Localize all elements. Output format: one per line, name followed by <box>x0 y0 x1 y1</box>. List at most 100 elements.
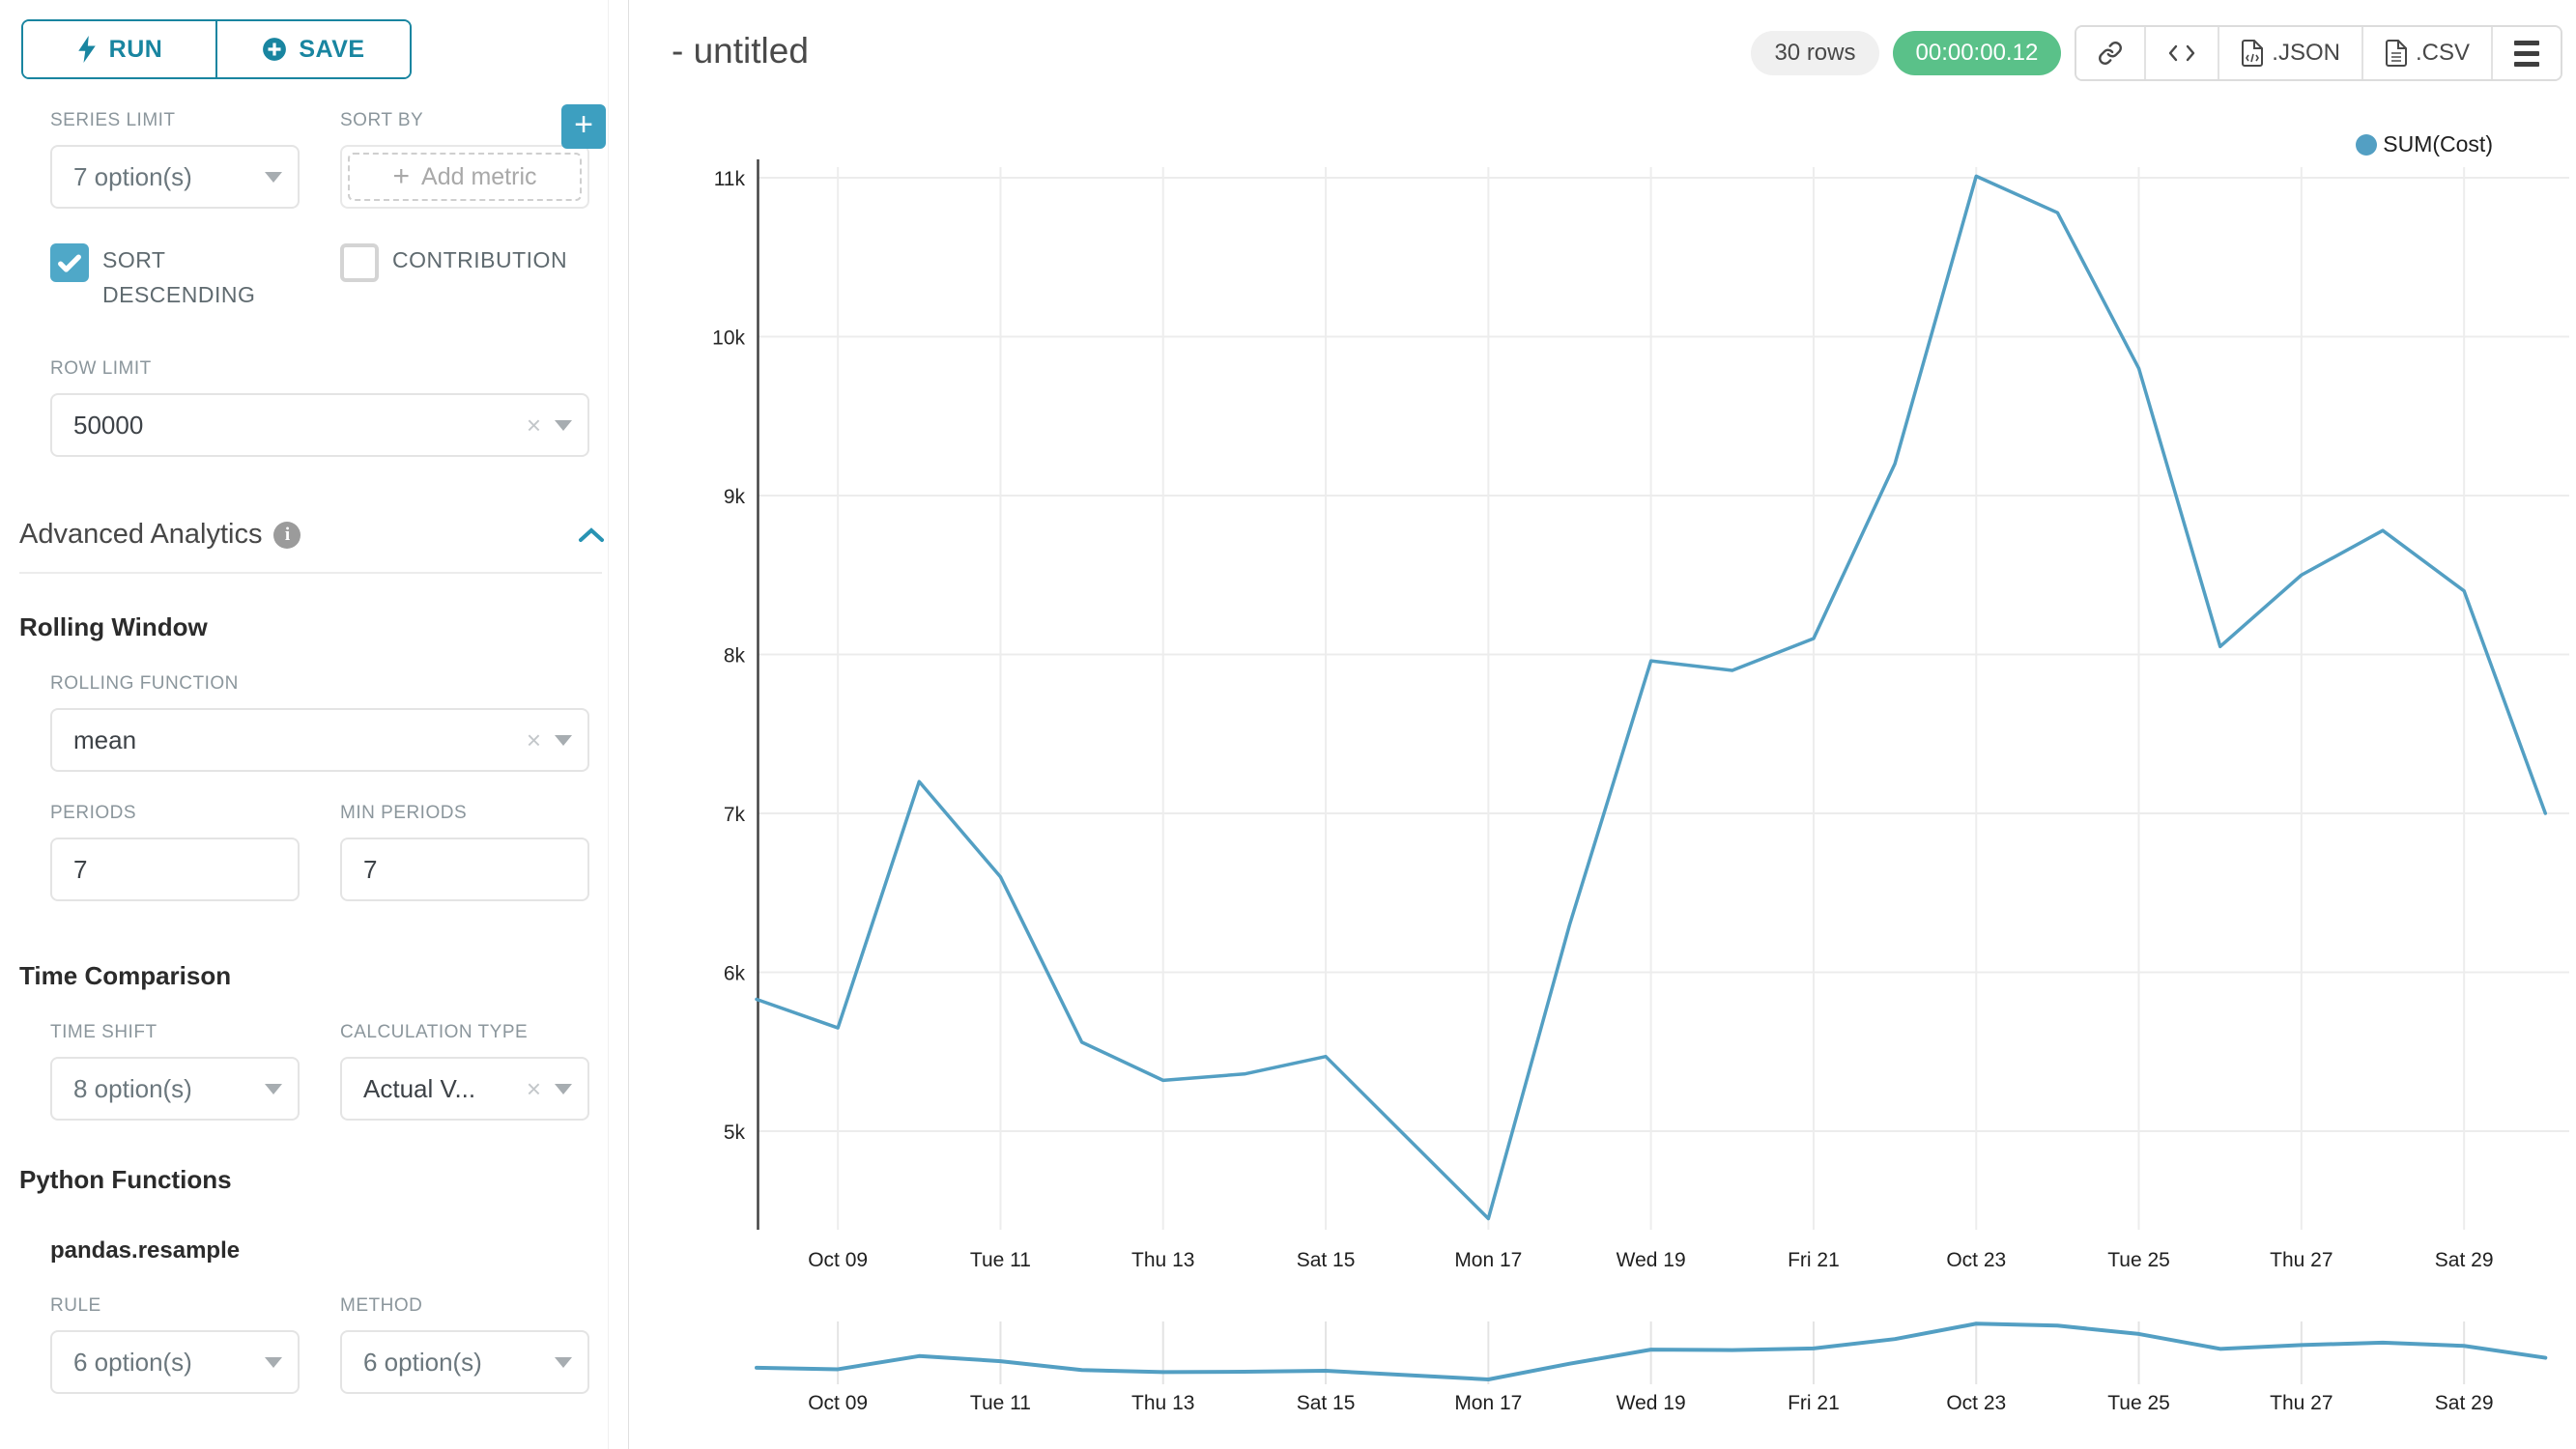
mini-preview-line[interactable] <box>755 1321 2548 1381</box>
advanced-analytics-header[interactable]: Advanced Analytics i <box>19 519 606 551</box>
y-axis-tick-label: 6k <box>724 963 746 985</box>
periods-value: 7 <box>73 854 88 884</box>
rolling-function-label: ROLLING FUNCTION <box>50 673 239 695</box>
chart-legend[interactable]: SUM(Cost) <box>2356 131 2493 157</box>
run-save-button-group: RUN SAVE <box>21 19 412 79</box>
mini-x-axis-tick-label: Fri 21 <box>1788 1392 1840 1414</box>
clear-icon[interactable]: × <box>526 1073 541 1103</box>
line-chart[interactable]: 5k 6k 7k 8k 9k 10k 11k Oct 09 Oct 09 Tue 11 Tue 11… <box>630 0 2576 1449</box>
json-file-icon <box>2242 40 2264 67</box>
x-axis-tick-label: Tue 11 <box>970 1249 1031 1271</box>
sort-descending-checkbox[interactable]: SORT DESCENDING <box>50 243 340 312</box>
mini-x-axis-tick-label: Tue 11 <box>970 1392 1031 1414</box>
x-axis-tick-label: Oct 23 <box>1946 1249 2006 1271</box>
row-count-badge: 30 rows <box>1751 31 1879 75</box>
rolling-window-title: Rolling Window <box>19 612 208 642</box>
method-label: METHOD <box>340 1295 423 1317</box>
python-functions-title: Python Functions <box>19 1165 232 1195</box>
chevron-down-icon <box>265 171 282 183</box>
y-axis-tick-label: 10k <box>712 327 745 350</box>
method-value: 6 option(s) <box>363 1347 482 1377</box>
json-button-label: .JSON <box>2272 40 2340 66</box>
row-limit-label: ROW LIMIT <box>50 358 152 380</box>
min-periods-value: 7 <box>363 854 378 884</box>
share-link-button[interactable] <box>2076 27 2145 79</box>
x-axis-tick-label: Fri 21 <box>1788 1249 1840 1271</box>
add-sort-metric-plus-button[interactable]: + <box>561 104 606 149</box>
series-line-sum-cost[interactable] <box>755 174 2548 1221</box>
export-button-group: .JSON .CSV <box>2075 25 2562 81</box>
clear-icon[interactable]: × <box>526 410 541 440</box>
min-periods-input[interactable]: 7 <box>340 838 589 902</box>
contribution-checkbox[interactable]: CONTRIBUTION <box>340 243 567 312</box>
x-axis-tick-label: Tue 25 <box>2107 1249 2170 1271</box>
section-divider <box>19 572 602 575</box>
legend-series-dot <box>2356 133 2378 156</box>
checkbox-unchecked-icon <box>340 243 379 282</box>
run-button[interactable]: RUN <box>23 21 215 77</box>
mini-x-axis-tick-label: Thu 27 <box>2270 1392 2333 1414</box>
clear-icon[interactable]: × <box>526 724 541 754</box>
mini-x-axis-tick-label: Oct 09 <box>808 1392 868 1414</box>
save-button[interactable]: SAVE <box>215 21 410 77</box>
calculation-type-value: Actual V... <box>363 1073 476 1103</box>
y-axis-tick-label: 8k <box>724 645 746 668</box>
csv-button-label: .CSV <box>2415 40 2470 66</box>
method-select[interactable]: 6 option(s) <box>340 1330 589 1395</box>
link-icon <box>2099 42 2123 65</box>
info-icon: i <box>273 521 301 549</box>
chart-header-actions: 30 rows 00:00:00.12 .JSON .CSV <box>1751 25 2562 81</box>
legend-series-label: SUM(Cost) <box>2383 131 2493 156</box>
rule-select[interactable]: 6 option(s) <box>50 1330 300 1395</box>
periods-input[interactable]: 7 <box>50 838 300 902</box>
sort-by-label: SORT BY <box>340 110 424 130</box>
time-comparison-title: Time Comparison <box>19 961 232 991</box>
code-icon <box>2169 44 2195 62</box>
chevron-up-icon[interactable] <box>577 526 606 545</box>
rule-label: RULE <box>50 1295 101 1317</box>
query-timer-badge: 00:00:00.12 <box>1892 31 2062 75</box>
mini-x-axis-tick-label: Sat 29 <box>2435 1392 2494 1414</box>
x-axis-tick-label: Oct 09 <box>808 1249 868 1271</box>
x-axis-tick-label: Mon 17 <box>1454 1249 1522 1271</box>
contribution-label: CONTRIBUTION <box>392 247 568 272</box>
time-shift-label: TIME SHIFT <box>50 1022 157 1043</box>
chart-menu-button[interactable] <box>2491 27 2561 79</box>
x-axis-tick-label: Sat 29 <box>2435 1249 2494 1271</box>
chevron-down-icon <box>555 419 572 431</box>
mini-x-axis-tick-label: Wed 19 <box>1617 1392 1686 1414</box>
mini-x-axis-tick-label: Sat 15 <box>1297 1392 1356 1414</box>
calculation-type-label: CALCULATION TYPE <box>340 1022 529 1043</box>
series-limit-select[interactable]: 7 option(s) <box>50 145 300 209</box>
row-limit-value: 50000 <box>73 410 144 440</box>
y-axis-tick-label: 7k <box>724 804 746 826</box>
plus-icon: + <box>392 160 411 192</box>
save-button-label: SAVE <box>299 35 365 63</box>
x-axis-tick-label: Thu 27 <box>2270 1249 2333 1271</box>
y-axis-tick-label: 5k <box>724 1122 746 1144</box>
add-metric-label: Add metric <box>421 162 537 190</box>
x-axis-tick-label: Sat 15 <box>1297 1249 1356 1271</box>
periods-label: PERIODS <box>50 803 137 824</box>
query-sidebar: RUN SAVE + SERIES LIMIT 7 option(s) SORT… <box>0 0 629 1449</box>
row-limit-select[interactable]: 50000 × <box>50 393 589 458</box>
export-json-button[interactable]: .JSON <box>2218 27 2361 79</box>
csv-file-icon <box>2385 40 2407 67</box>
add-metric-button[interactable]: + Add metric <box>348 153 582 201</box>
y-axis-tick-label: 9k <box>724 486 746 508</box>
view-query-button[interactable] <box>2144 27 2218 79</box>
time-shift-select[interactable]: 8 option(s) <box>50 1057 300 1122</box>
time-shift-value: 8 option(s) <box>73 1073 192 1103</box>
x-axis-tick-label: Wed 19 <box>1617 1249 1686 1271</box>
y-axis-tick-label: 11k <box>714 168 746 190</box>
calculation-type-select[interactable]: Actual V... × <box>340 1057 589 1122</box>
chevron-down-icon <box>265 1083 282 1094</box>
rolling-function-select[interactable]: mean × <box>50 708 589 773</box>
chevron-down-icon <box>555 734 572 746</box>
series-limit-label: SERIES LIMIT <box>50 110 176 130</box>
mini-x-axis-tick-label: Oct 23 <box>1946 1392 2006 1414</box>
x-axis-tick-label: Thu 13 <box>1131 1249 1194 1271</box>
export-csv-button[interactable]: .CSV <box>2361 27 2491 79</box>
mini-x-axis-tick-label: Mon 17 <box>1454 1392 1522 1414</box>
